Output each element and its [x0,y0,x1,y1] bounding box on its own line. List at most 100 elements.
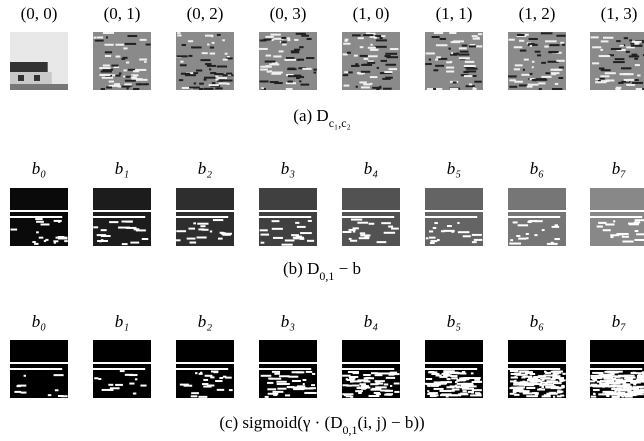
pixel [215,78,220,81]
pixel [348,237,352,240]
pixel [551,88,563,90]
pixel [259,80,269,83]
pixel [284,58,297,61]
pixel [359,54,368,57]
column-label: b₂ [198,159,213,178]
pixel [176,239,181,242]
pixel [369,35,376,38]
pixel [104,51,113,54]
pixel [363,83,371,86]
pixel [630,387,640,390]
pixel [461,371,466,374]
pixel [260,241,265,244]
pixel [598,221,607,224]
pixel [357,221,369,224]
pixel [373,36,377,39]
pixel [429,395,437,398]
pixel [204,374,213,377]
pixel [600,376,603,379]
column-label: b₀ [32,312,47,331]
pixel [386,56,399,59]
pixel [350,395,354,398]
pixel [465,85,475,88]
pixel [97,36,104,39]
pixel [226,82,230,85]
pixel [561,384,565,387]
pixel [636,374,644,377]
pixel [443,374,449,377]
pixel [383,383,389,386]
pixel [357,37,364,40]
pixel [538,82,546,85]
pixel [349,380,354,383]
pixel [100,88,105,90]
pixel [445,389,455,392]
pixel [592,371,604,374]
pixel [461,387,469,390]
pixel [346,51,351,54]
pixel [126,61,130,64]
pixel [590,376,603,379]
pixel [359,232,366,235]
pixel [121,226,131,229]
pixel [598,67,605,70]
pixel [206,64,217,67]
pixel [375,386,387,389]
pixel [385,52,398,55]
pixel [14,390,22,393]
pixel [209,68,212,71]
pixel [448,47,451,50]
pixel [552,382,562,385]
pixel [604,391,617,394]
column-label: b₄ [364,159,379,178]
pixel [211,82,216,85]
pixel [180,72,191,75]
pixel [96,234,107,237]
column-label: b₂ [198,312,213,331]
pixel [123,47,128,50]
pixel [431,36,440,39]
pixel [271,72,282,75]
pixel [632,393,635,396]
pixel [263,38,272,41]
pixel [179,64,187,67]
pixel [630,44,643,47]
pixel [108,383,114,386]
pixel [269,39,274,42]
line [10,362,68,364]
pixel [204,34,214,37]
pixel [102,68,114,71]
pixel [109,221,119,224]
pixel [551,73,556,76]
pixel [618,381,627,384]
pixel [287,68,297,71]
pixel [264,395,269,398]
pixel [550,387,562,390]
pixel [592,377,596,380]
pixel [544,382,548,385]
pixel [129,374,138,377]
pixel [467,384,471,387]
pixel [459,386,469,389]
pixel [296,225,306,228]
pixel [613,61,625,64]
caption-after: (i, j) − b)) [358,413,425,432]
pixel [623,374,635,377]
column-label: (1, 2) [519,4,556,23]
pixel [629,39,633,42]
pixel [623,37,629,40]
pixel [531,79,536,82]
pixel [36,231,39,234]
pixel [144,60,147,63]
pixel [47,394,52,397]
pixel [464,66,469,69]
pixel [621,395,625,398]
pixel [427,390,430,393]
pixel [224,52,228,55]
pixel [433,381,443,384]
pixel [598,372,602,375]
pixel [592,384,604,387]
pixel [519,390,530,393]
pixel [433,387,444,390]
pixel [428,371,438,374]
